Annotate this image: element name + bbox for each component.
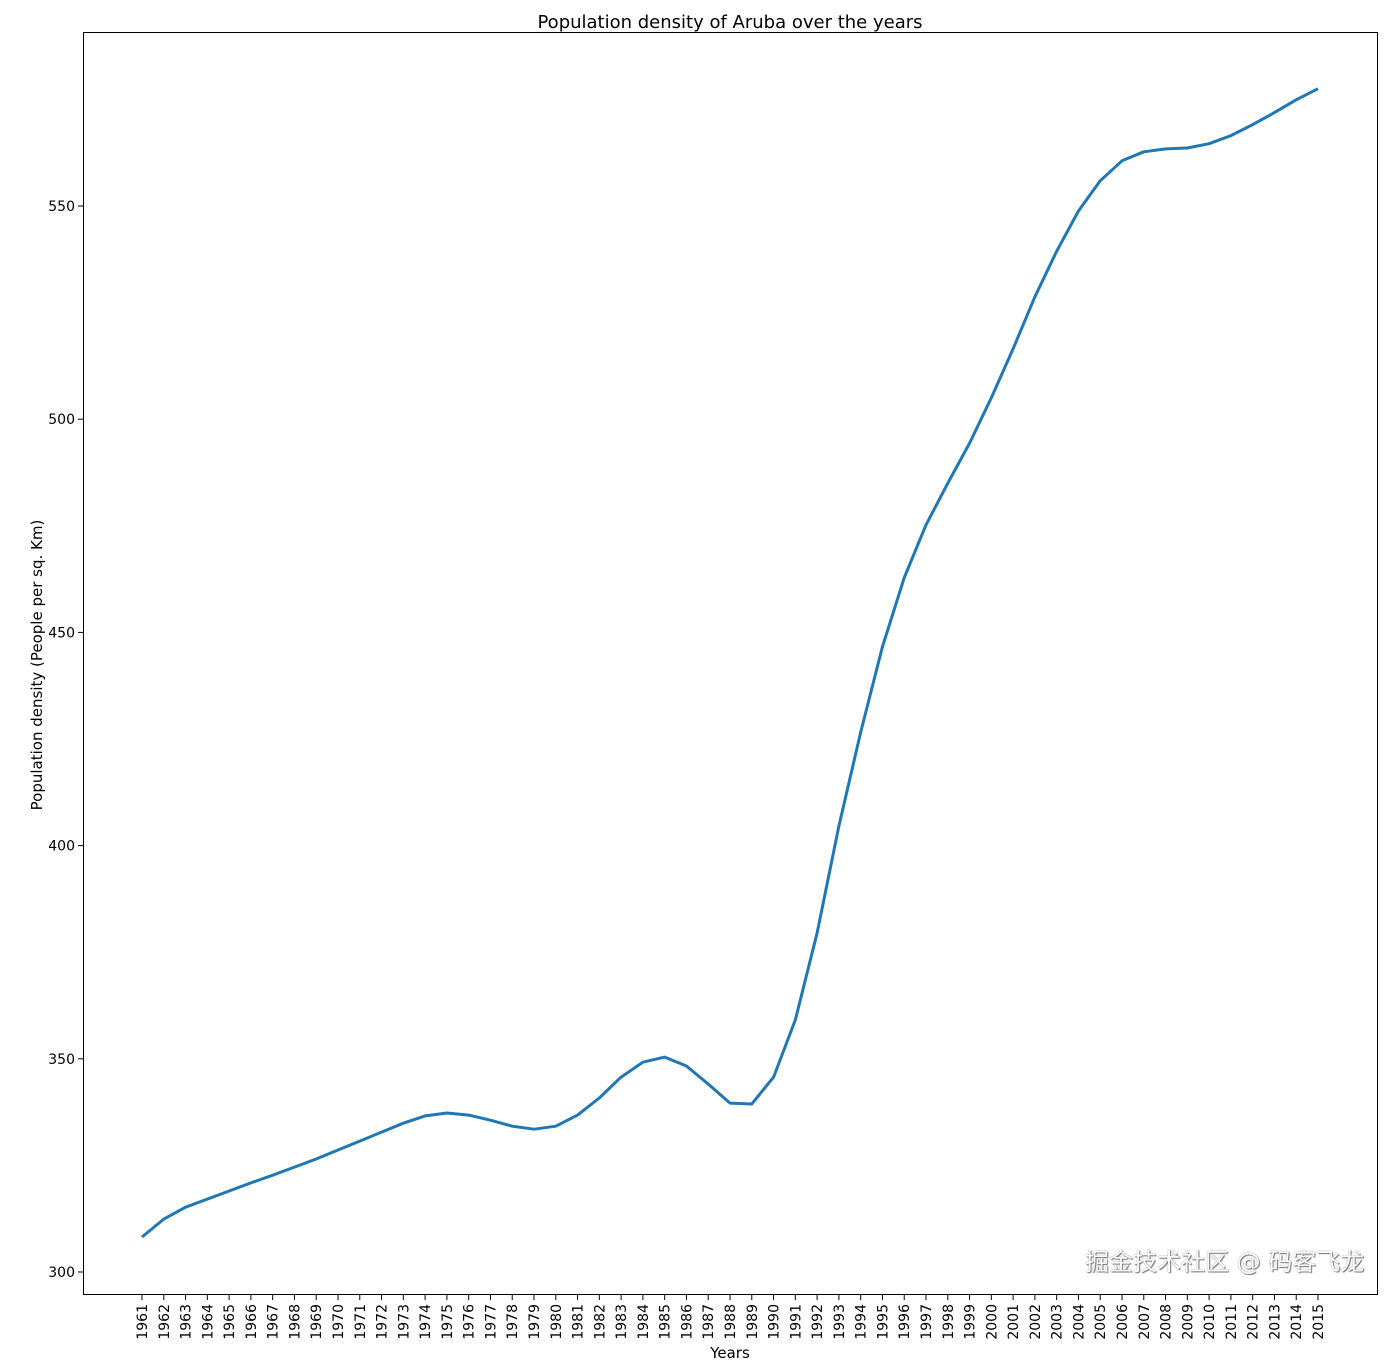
y-tick-label: 450 [48, 625, 75, 641]
x-tick-label: 1990 [767, 1304, 783, 1340]
x-tick-label: 1966 [244, 1304, 260, 1340]
x-tick-label: 1977 [483, 1304, 499, 1340]
y-tick-label: 550 [48, 199, 75, 215]
x-tick-label: 1992 [810, 1304, 826, 1340]
x-tick-label: 2009 [1180, 1304, 1196, 1340]
x-tick-label: 1993 [832, 1304, 848, 1340]
y-tick-label: 500 [48, 412, 75, 428]
x-tick-label: 2008 [1159, 1304, 1175, 1340]
x-tick-label: 1981 [571, 1304, 587, 1340]
x-tick-label: 1961 [135, 1304, 151, 1340]
x-tick-label: 1979 [527, 1304, 543, 1340]
x-tick-label: 1991 [788, 1304, 804, 1340]
x-tick-label: 1962 [157, 1304, 173, 1340]
x-tick-label: 2001 [1006, 1304, 1022, 1340]
x-tick-label: 1964 [200, 1304, 216, 1340]
x-tick-label: 2006 [1115, 1304, 1131, 1340]
y-tick-label: 350 [48, 1052, 75, 1068]
x-tick-label: 1995 [875, 1304, 891, 1340]
x-tick-label: 1978 [505, 1304, 521, 1340]
y-tick-label: 300 [48, 1265, 75, 1281]
x-tick-label: 1999 [963, 1304, 979, 1340]
x-tick-label: 1988 [723, 1304, 739, 1340]
y-tick-label: 400 [48, 839, 75, 855]
x-tick-label: 2015 [1311, 1304, 1327, 1340]
x-tick-label: 1976 [462, 1304, 478, 1340]
x-tick-label: 1986 [679, 1304, 695, 1340]
x-tick-label: 2007 [1137, 1304, 1153, 1340]
x-tick-label: 2005 [1093, 1304, 1109, 1340]
plot-frame [83, 32, 1378, 1295]
x-tick-label: 1967 [266, 1304, 282, 1340]
x-tick-label: 1972 [375, 1304, 391, 1340]
watermark: 掘金技术社区 @ 码客飞龙 [1085, 1248, 1365, 1276]
x-tick-label: 2003 [1050, 1304, 1066, 1340]
x-tick-label: 1963 [179, 1304, 195, 1340]
x-axis-label: Years [709, 1344, 750, 1362]
x-tick-label: 2012 [1246, 1304, 1262, 1340]
chart-title: Population density of Aruba over the yea… [537, 12, 922, 33]
y-axis-label: Population density (People per sq. Km) [28, 520, 46, 811]
x-tick-label: 1973 [396, 1304, 412, 1340]
x-tick-label: 2002 [1028, 1304, 1044, 1340]
x-tick-label: 1982 [592, 1304, 608, 1340]
x-tick-label: 1980 [549, 1304, 565, 1340]
x-tick-label: 1969 [309, 1304, 325, 1340]
x-tick-label: 2013 [1267, 1304, 1283, 1340]
x-tick-label: 1985 [658, 1304, 674, 1340]
x-tick-label: 1987 [701, 1304, 717, 1340]
x-tick-label: 1983 [614, 1304, 630, 1340]
x-tick-label: 1970 [331, 1304, 347, 1340]
x-tick-label: 2004 [1071, 1304, 1087, 1340]
x-tick-label: 2011 [1224, 1304, 1240, 1340]
x-tick-label: 1971 [353, 1304, 369, 1340]
x-tick-label: 1965 [222, 1304, 238, 1340]
x-tick-label: 2010 [1202, 1304, 1218, 1340]
data-line [141, 87, 1319, 1239]
x-tick-label: 2000 [984, 1304, 1000, 1340]
x-tick-label: 1968 [287, 1304, 303, 1340]
x-tick-label: 1974 [418, 1304, 434, 1340]
x-tick-label: 1975 [440, 1304, 456, 1340]
x-tick-label: 1994 [854, 1304, 870, 1340]
x-tick-label: 1997 [919, 1304, 935, 1340]
x-tick-label: 1989 [745, 1304, 761, 1340]
x-tick-label: 1998 [941, 1304, 957, 1340]
x-tick-label: 1984 [636, 1304, 652, 1340]
x-tick-label: 1996 [897, 1304, 913, 1340]
x-tick-label: 2014 [1289, 1304, 1305, 1340]
